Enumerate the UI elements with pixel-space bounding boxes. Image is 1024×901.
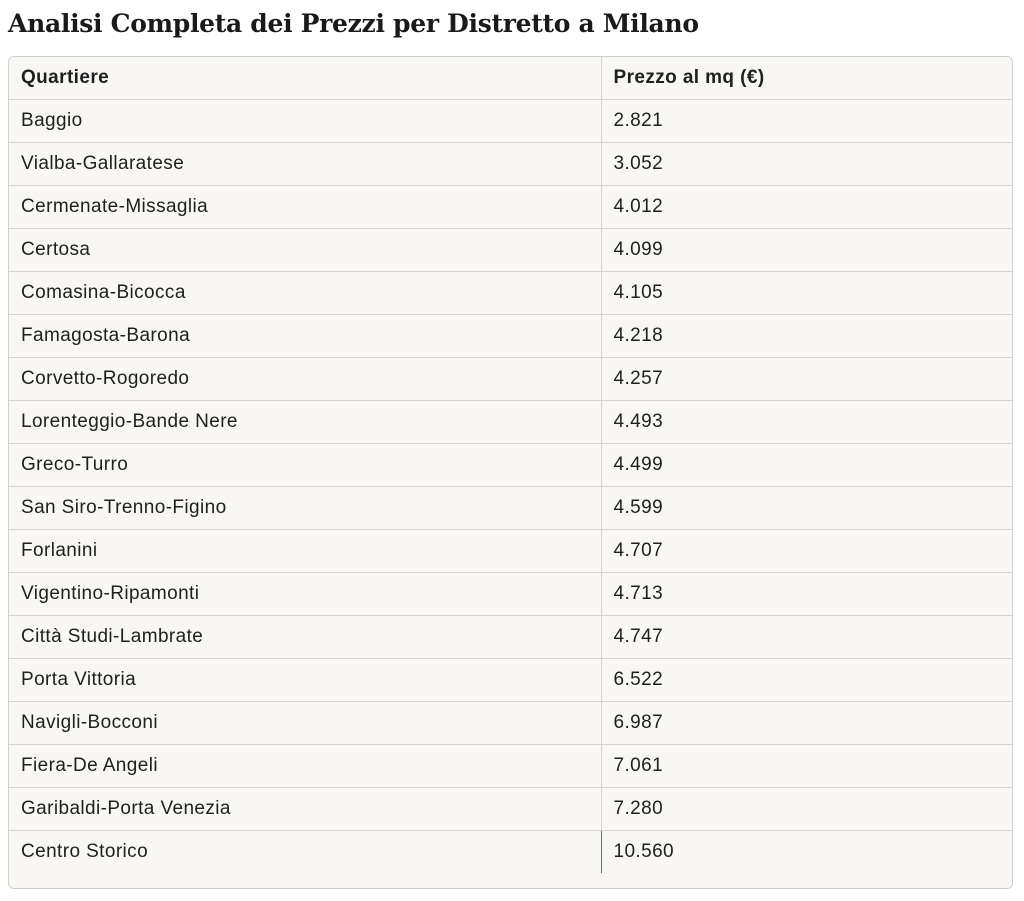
table-row: Forlanini 4.707 — [9, 529, 1012, 572]
price-cell: 7.280 — [613, 797, 664, 819]
price-table-card: Quartiere Prezzo al mq (€) Baggio 2.821 … — [8, 56, 1013, 889]
district-name-cell: Garibaldi-Porta Venezia — [9, 787, 602, 830]
district-name-cell: Forlanini — [9, 529, 602, 572]
district-name-cell: Famagosta-Barona — [9, 314, 602, 357]
table-row: Famagosta-Barona 4.218 — [9, 314, 1012, 357]
district-name-cell: Vigentino-Ripamonti — [9, 572, 602, 615]
price-cell: 4.257 — [613, 367, 664, 389]
district-name-cell: Greco-Turro — [9, 443, 602, 486]
price-cell: 4.707 — [613, 539, 664, 561]
price-cell: 4.099 — [613, 238, 664, 260]
district-name-cell: San Siro-Trenno-Figino — [9, 486, 602, 529]
table-row: Vialba-Gallaratese 3.052 — [9, 142, 1012, 185]
price-cell: 4.599 — [613, 496, 664, 518]
price-cell: 4.499 — [613, 453, 664, 475]
table-row: Centro Storico 10.560 — [9, 830, 1012, 873]
district-name-cell: Baggio — [9, 99, 602, 142]
price-cell: 2.821 — [613, 109, 664, 131]
district-name-cell: Porta Vittoria — [9, 658, 602, 701]
price-cell: 3.052 — [613, 152, 664, 174]
table-row: Cermenate-Missaglia 4.012 — [9, 185, 1012, 228]
price-cell: 6.522 — [613, 668, 664, 690]
district-name-cell: Navigli-Bocconi — [9, 701, 602, 744]
district-name-cell: Comasina-Bicocca — [9, 271, 602, 314]
table-row: Città Studi-Lambrate 4.747 — [9, 615, 1012, 658]
district-name-cell: Lorenteggio-Bande Nere — [9, 400, 602, 443]
price-cell: 4.105 — [613, 281, 664, 303]
price-table: Quartiere Prezzo al mq (€) Baggio 2.821 … — [9, 57, 1012, 873]
page-title: Analisi Completa dei Prezzi per Distrett… — [8, 9, 699, 38]
price-cell: 4.218 — [613, 324, 664, 346]
table-row: Corvetto-Rogoredo 4.257 — [9, 357, 1012, 400]
table-row: San Siro-Trenno-Figino 4.599 — [9, 486, 1012, 529]
table-row: Greco-Turro 4.499 — [9, 443, 1012, 486]
table-row: Lorenteggio-Bande Nere 4.493 — [9, 400, 1012, 443]
price-cell: 4.713 — [613, 582, 664, 604]
district-name-cell: Corvetto-Rogoredo — [9, 357, 602, 400]
district-name-cell: Cermenate-Missaglia — [9, 185, 602, 228]
table-row: Garibaldi-Porta Venezia 7.280 — [9, 787, 1012, 830]
table-row: Vigentino-Ripamonti 4.713 — [9, 572, 1012, 615]
district-name-cell: Certosa — [9, 228, 602, 271]
column-header-quartiere: Quartiere — [9, 57, 602, 99]
table-row: Comasina-Bicocca 4.105 — [9, 271, 1012, 314]
price-cell: 10.560 — [613, 840, 675, 862]
price-cell: 4.012 — [613, 195, 664, 217]
table-row: Fiera-De Angeli 7.061 — [9, 744, 1012, 787]
table-row: Navigli-Bocconi 6.987 — [9, 701, 1012, 744]
table-row: Porta Vittoria 6.522 — [9, 658, 1012, 701]
price-cell: 4.747 — [613, 625, 664, 647]
district-name-cell: Vialba-Gallaratese — [9, 142, 602, 185]
price-cell: 6.987 — [613, 711, 664, 733]
district-name-cell: Fiera-De Angeli — [9, 744, 602, 787]
table-row: Baggio 2.821 — [9, 99, 1012, 142]
column-header-prezzo: Prezzo al mq (€) — [613, 66, 765, 88]
price-cell: 7.061 — [613, 754, 664, 776]
price-cell: 4.493 — [613, 410, 664, 432]
district-name-cell: Città Studi-Lambrate — [9, 615, 602, 658]
table-header-row: Quartiere Prezzo al mq (€) — [9, 57, 1012, 99]
table-row: Certosa 4.099 — [9, 228, 1012, 271]
district-name-cell: Centro Storico — [9, 830, 602, 873]
